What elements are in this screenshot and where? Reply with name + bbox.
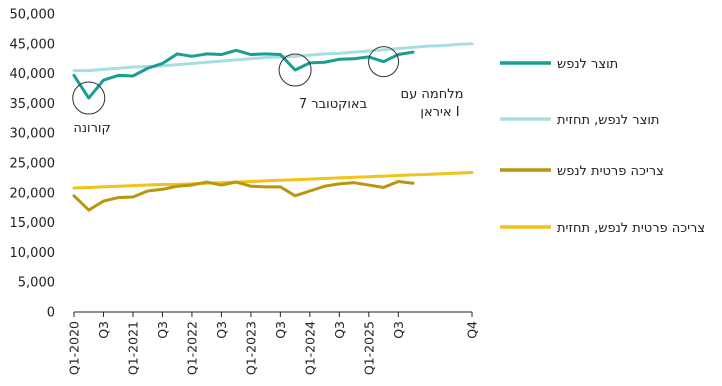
y-tick-label: 20,000 <box>10 186 56 201</box>
y-tick-label: 40,000 <box>10 67 56 82</box>
series-line-1 <box>72 42 474 73</box>
x-tick-label: Q1-2025 <box>361 321 376 375</box>
y-tick-label: 30,000 <box>10 127 56 142</box>
x-tick-label: Q1-2020 <box>67 321 82 375</box>
x-tick-label: Q3 <box>332 321 347 339</box>
y-tick-label: 50,000 <box>10 8 56 23</box>
legend-label-2: צריכה פרטית לנפש <box>557 164 664 179</box>
x-axis: Q1-2020 Q3 Q1-2021 Q3 Q1-2022 Q3 Q1-2023 Q3 Q1-2… <box>67 311 480 375</box>
annotation-label-october: 7 באוקטובר <box>299 97 367 112</box>
series-line-2 <box>72 179 415 212</box>
y-tick-label: 35,000 <box>10 97 56 112</box>
annotation-circle-iran <box>368 46 400 78</box>
series-line-0 <box>72 48 415 100</box>
legend: תוצר לנפש תוצר לנפש, תחזית צריכה פרטית לנפ… <box>500 57 705 236</box>
annotations: קורונה 7 באוקטובר מלחמה עם איראן I <box>72 46 464 136</box>
x-tick-label: Q1-2022 <box>184 321 199 375</box>
y-tick-label: 45,000 <box>10 37 56 52</box>
x-tick-label: Q1-2021 <box>125 321 140 375</box>
y-tick-label: 15,000 <box>10 216 56 231</box>
x-tick-label: Q4 <box>465 321 480 339</box>
legend-label-1: תוצר לנפש, תחזית <box>557 113 659 128</box>
y-tick-label: 10,000 <box>10 246 56 261</box>
x-tick-label: Q3 <box>155 321 170 339</box>
x-tick-label: Q3 <box>391 321 406 339</box>
y-axis: 0 5,000 10,000 15,000 20,000 25,000 30,000 35,0… <box>10 8 56 321</box>
series-line-3 <box>72 171 474 190</box>
annotation-circle-corona <box>72 81 106 115</box>
x-tick-label: Q3 <box>96 321 111 339</box>
series-lines <box>72 42 474 212</box>
annotation-label-iran-line2: איראן I <box>420 105 459 120</box>
x-tick-label: Q3 <box>273 321 288 339</box>
x-tick-label: Q3 <box>214 321 229 339</box>
annotation-circle-october <box>278 53 312 87</box>
annotation-label-iran-line1: מלחמה עם <box>401 87 464 102</box>
y-tick-label: 25,000 <box>10 157 56 172</box>
y-tick-label: 0 <box>47 306 55 321</box>
y-tick-label: 5,000 <box>18 276 55 291</box>
annotation-label-corona: קורונה <box>73 121 110 136</box>
legend-label-0: תוצר לנפש <box>557 57 618 72</box>
legend-label-3: צריכה פרטית לנפש, תחזית <box>557 221 705 236</box>
x-tick-label: Q1-2024 <box>302 321 317 375</box>
x-tick-label: Q1-2023 <box>243 321 258 375</box>
